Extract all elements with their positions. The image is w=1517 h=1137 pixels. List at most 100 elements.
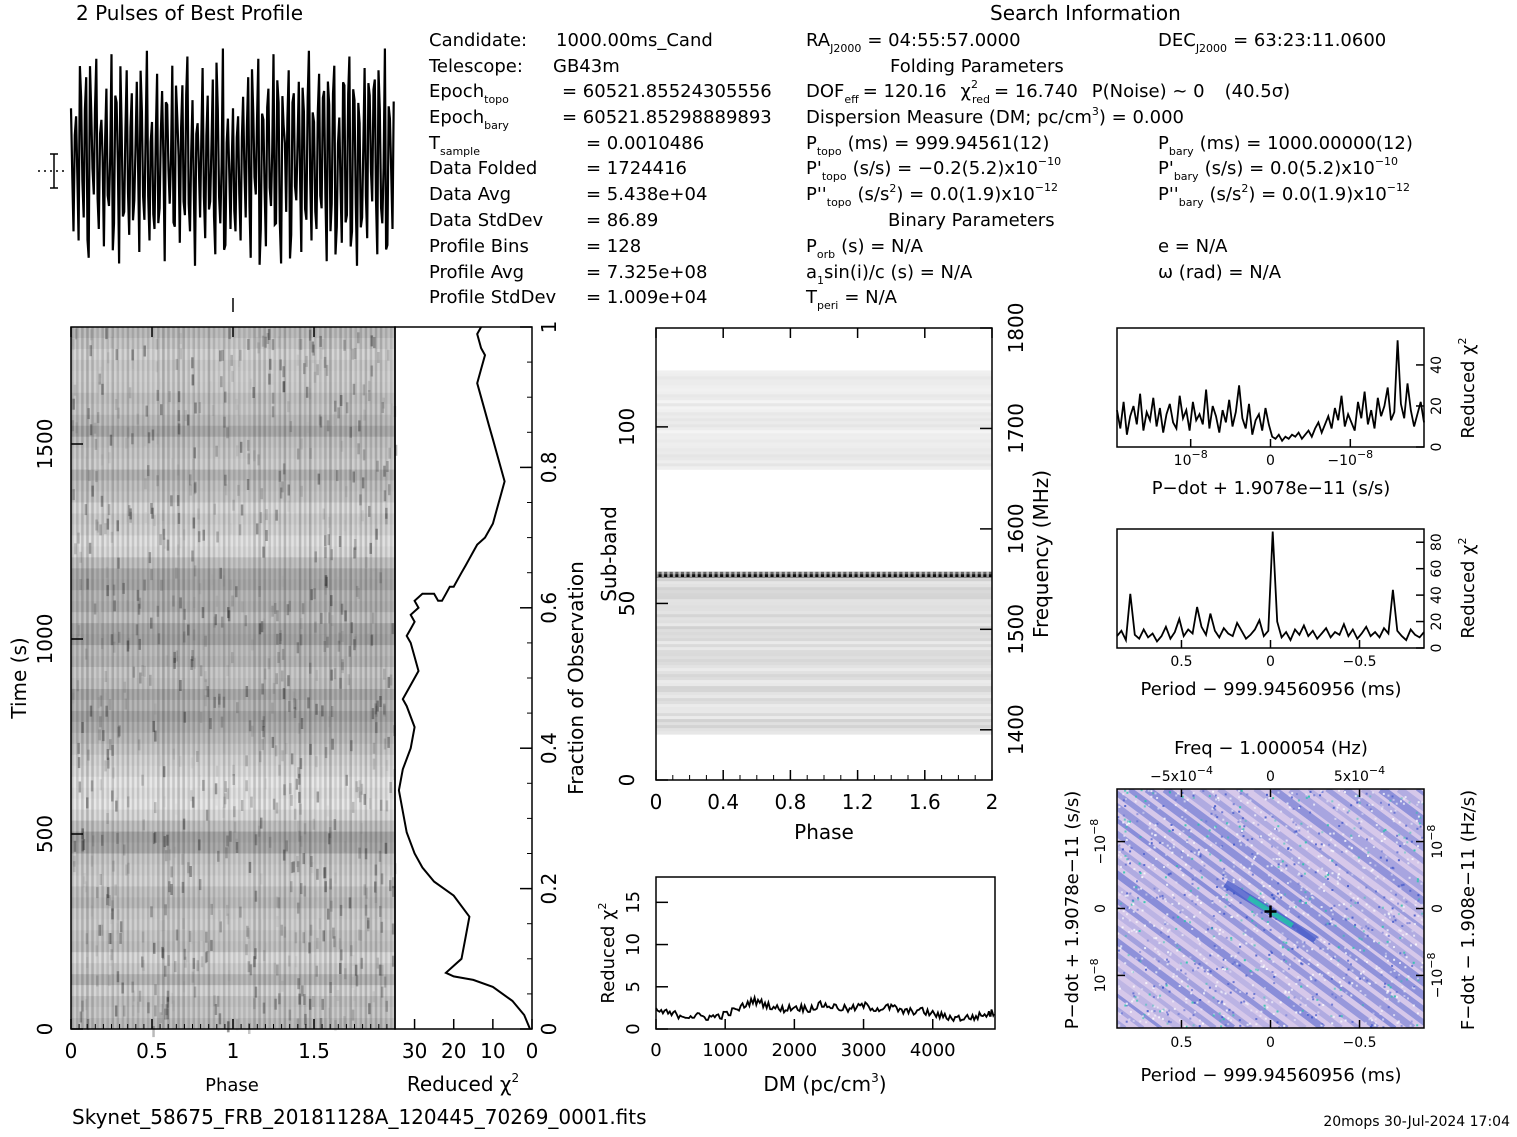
pp-xtick-label: 0.5 <box>1170 1035 1192 1051</box>
pixel <box>191 656 194 668</box>
pp-pixel <box>1268 796 1271 799</box>
pp-pixel <box>1212 1014 1215 1017</box>
pixel <box>89 345 92 357</box>
pp-pixel <box>1150 842 1153 845</box>
pp-pixel <box>1268 838 1271 841</box>
pp-pixel <box>1213 937 1216 940</box>
pp-pixel <box>1309 790 1312 793</box>
pixel <box>333 668 337 680</box>
subband-pixel <box>947 571 950 577</box>
pp-pixel <box>1171 839 1174 841</box>
pixel <box>314 955 317 966</box>
pixel <box>376 460 379 472</box>
pixel <box>72 688 75 700</box>
pp-pixel <box>1155 857 1158 860</box>
pp-pixel <box>1189 1017 1192 1020</box>
pixel <box>259 751 262 763</box>
pixel <box>315 756 318 768</box>
pixel <box>112 767 115 779</box>
pp-pixel <box>1228 902 1231 905</box>
pp-pixel <box>1322 844 1325 847</box>
pp-pixel <box>1117 932 1120 935</box>
pixel <box>294 956 298 968</box>
pp-pixel <box>1338 904 1341 907</box>
time-row <box>71 908 395 920</box>
a1-line: a1sin(i)/c (s) = N/A <box>806 262 973 287</box>
pp-pixel <box>1239 901 1242 904</box>
pp-pixel <box>1305 797 1308 799</box>
pixel <box>159 1012 162 1024</box>
pp-pixel <box>1172 973 1175 975</box>
pixel <box>82 839 86 851</box>
pixel <box>255 337 259 349</box>
pixel <box>373 337 376 349</box>
tc-ytick-label: 0.6 <box>537 592 561 624</box>
pp-ytick-label: 0 <box>1093 904 1109 913</box>
pp-pixel <box>1397 885 1400 888</box>
pp-pixel <box>1298 959 1301 962</box>
pixel <box>340 440 344 452</box>
pp-pixel <box>1209 970 1212 973</box>
subband-pixel <box>790 571 793 577</box>
pixel <box>150 617 153 629</box>
pp-pixel <box>1186 839 1189 842</box>
pixel <box>168 391 171 403</box>
pp-pixel <box>1213 944 1216 947</box>
pp-pixel <box>1271 1001 1274 1004</box>
pixel <box>348 897 352 909</box>
pp-pixel <box>1148 993 1151 996</box>
pp-pixel <box>1224 793 1227 796</box>
pp-pixel <box>1331 918 1334 921</box>
pp-pixel <box>1193 874 1196 877</box>
pixel <box>301 985 304 997</box>
pp-pixel <box>1157 960 1160 963</box>
pixel <box>276 916 279 928</box>
pp-pixel <box>1309 811 1312 814</box>
pp-pixel <box>1263 1007 1266 1010</box>
subband-pixel <box>678 571 681 577</box>
time-row <box>71 601 395 613</box>
pp-pixel <box>1392 898 1395 901</box>
pixel <box>72 398 75 410</box>
pixel <box>192 957 196 969</box>
phase-column <box>121 327 125 1029</box>
pixel <box>343 339 346 351</box>
pp-pixel <box>1238 964 1241 967</box>
sb-y2tick-label: 1500 <box>1004 604 1028 655</box>
pixel <box>159 378 162 389</box>
pp-pixel <box>1150 1010 1153 1013</box>
pixel <box>105 705 108 717</box>
pixel <box>261 719 264 731</box>
pp-pixel <box>1393 958 1396 961</box>
pp-pixel <box>1405 824 1408 827</box>
subband-row <box>656 400 992 404</box>
pixel <box>282 381 286 392</box>
pp-pixel <box>1164 921 1167 924</box>
pp-pixel <box>1271 894 1274 897</box>
pixel <box>391 403 394 415</box>
pp-pixel <box>1224 874 1227 877</box>
phase-column <box>379 327 383 1029</box>
pp-pixel <box>1169 791 1172 794</box>
pp-pixel <box>1311 896 1314 898</box>
pp-pixel <box>1135 957 1138 960</box>
pixel <box>182 529 186 541</box>
pixel <box>213 1010 216 1021</box>
pp-pixel <box>1190 992 1193 995</box>
pp-stripe <box>1325 789 1424 865</box>
subband-row <box>656 376 992 380</box>
pixel <box>265 530 268 541</box>
subband-row <box>656 424 992 428</box>
pixel <box>257 825 261 837</box>
pp-pixel <box>1266 921 1269 923</box>
pp-pixel <box>1400 884 1403 887</box>
pp-pixel <box>1328 843 1331 846</box>
pp-pixel <box>1227 983 1230 985</box>
pp-pixel <box>1165 900 1167 903</box>
pixel <box>383 465 386 477</box>
pp-pixel <box>1270 864 1273 867</box>
info-label: Data Avg <box>429 184 511 205</box>
pixel <box>214 614 218 626</box>
pp-pixel <box>1297 861 1300 864</box>
pixel <box>74 543 77 555</box>
